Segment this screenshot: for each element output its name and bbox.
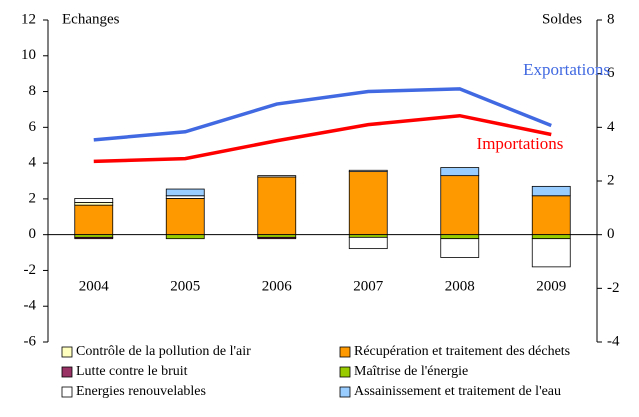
legend-label: Maîtrise de l'énergie (354, 364, 468, 379)
bar-segment (165, 198, 205, 236)
bar-segment (531, 238, 571, 268)
y-tick-label: 10 (21, 47, 36, 63)
bar-segment (74, 236, 114, 240)
bar-segment (165, 188, 205, 197)
line-label: Importations (477, 134, 564, 153)
bar-segment (74, 198, 114, 203)
x-tick-label: 2005 (170, 278, 200, 294)
line-series (93, 87, 552, 142)
y2-tick-label: 6 (607, 65, 615, 81)
x-tick-label: 2009 (536, 278, 566, 294)
bar-segment (74, 202, 114, 206)
y2-tick-label: 0 (607, 226, 615, 242)
legend-label: Récupération et traitement des déchets (354, 344, 570, 359)
x-tick-label: 2004 (79, 278, 110, 294)
bar-segment (440, 175, 480, 236)
bar-segment (440, 234, 480, 240)
line-label: Exportations (523, 60, 610, 79)
y-tick-label: -2 (24, 262, 37, 278)
y2-tick-label: 8 (607, 11, 615, 27)
y-axis-label: Echanges (62, 11, 120, 27)
bar-segment (531, 234, 571, 240)
legend-swatch (339, 346, 351, 358)
legend-label: Assainissement et traitement de l'eau (354, 384, 561, 399)
legend-label: Energies renouvelables (76, 384, 206, 399)
y2-tick-label: -4 (607, 333, 620, 349)
bar-segment (348, 169, 388, 173)
y2-tick-label: -2 (607, 280, 620, 296)
bar-segment (531, 185, 571, 197)
bar-segment (531, 195, 571, 236)
bar-segment (257, 236, 297, 240)
bar-segment (74, 204, 114, 236)
y-tick-label: 8 (29, 83, 37, 99)
legend-swatch (339, 366, 351, 378)
bar-segment (165, 195, 205, 199)
y-tick-label: 2 (29, 190, 37, 206)
x-tick-label: 2006 (262, 278, 293, 294)
x-tick-label: 2007 (353, 278, 384, 294)
bar-segment (348, 171, 388, 236)
y2-tick-label: 4 (607, 119, 615, 135)
bar-segment (257, 176, 297, 236)
y2-axis-label: Soldes (542, 11, 582, 27)
legend-label: Contrôle de la pollution de l'air (76, 344, 251, 359)
bar-segment (74, 234, 114, 238)
bar-segment (440, 238, 480, 258)
y-tick-label: 0 (29, 226, 37, 242)
bar-segment (257, 234, 297, 238)
y-tick-label: -4 (24, 298, 37, 314)
legend-swatch (61, 386, 73, 398)
y-tick-label: 4 (29, 155, 37, 171)
bar-segment (348, 236, 388, 250)
line-series (93, 113, 552, 164)
legend-swatch (61, 366, 73, 378)
bar-segment (440, 167, 480, 177)
legend-swatch (61, 346, 73, 358)
bar-segment (257, 175, 297, 178)
y2-tick-label: 2 (607, 172, 615, 188)
legend-swatch (339, 386, 351, 398)
x-tick-label: 2008 (445, 278, 475, 294)
y-tick-label: 6 (29, 119, 37, 135)
y-tick-label: -6 (24, 333, 37, 349)
legend-label: Lutte contre le bruit (76, 364, 188, 379)
y-tick-label: 12 (21, 11, 36, 27)
bar-segment (348, 234, 388, 238)
bar-segment (165, 234, 205, 240)
